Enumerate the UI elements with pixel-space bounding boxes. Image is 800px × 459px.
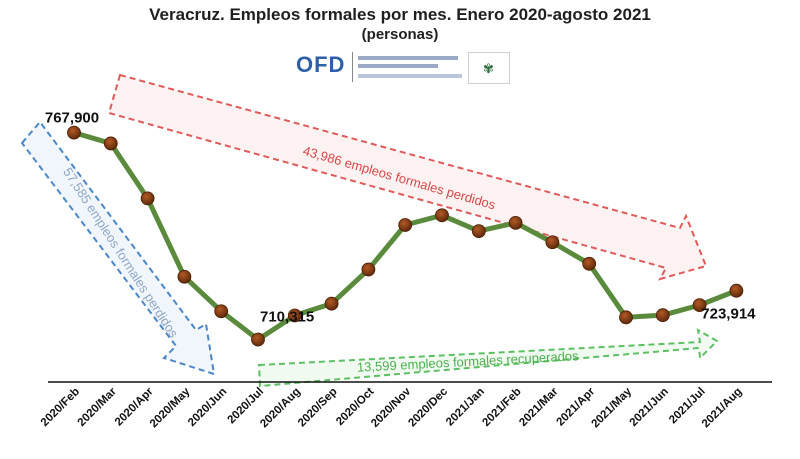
recovered-arrow [257,328,719,388]
x-tick-label: 2021/Jun [628,386,671,429]
x-tick-label: 2020/Feb [39,386,82,429]
data-point [435,208,449,223]
logo-divider [352,52,353,82]
x-tick-label: 2020/Aug [258,386,303,431]
logo-name-line [358,64,438,68]
data-point [67,125,81,140]
x-tick-label: 2021/Feb [480,386,523,429]
data-label: 710,315 [260,309,314,326]
x-tick-label: 2021/Jan [444,386,487,429]
data-label: 767,900 [45,110,99,127]
data-point [582,256,597,271]
x-tick-label: 2021/Mar [517,385,561,429]
x-tick-label: 2020/Jun [186,386,229,429]
data-point [177,269,192,284]
lost-initial-annotation: 57,585 empleos formales perdidos [60,165,181,341]
ofd-logo: OFD ✾ [296,50,512,84]
data-point [508,215,523,230]
data-point [214,304,229,319]
x-tick-label: 2021/Aug [700,386,745,431]
data-point [251,332,265,347]
x-tick-label: 2020/Nov [369,385,414,430]
chart-title: Veracruz. Empleos formales por mes. Ener… [149,5,651,24]
recovered-annotation: 13,599 empleos formales recuperados [357,348,580,375]
x-tick-label: 2020/May [148,385,193,430]
x-tick-label: 2021/May [589,385,634,430]
data-point [729,283,744,298]
data-point [471,224,486,239]
data-point [140,191,155,206]
data-point [545,235,560,250]
ofd-logo-text: OFD [296,52,346,77]
lost-total-arrow [107,73,708,281]
data-point [324,296,339,311]
data-point [103,136,118,151]
chart-subtitle: (personas) [361,26,439,43]
lost-initial-arrow [20,120,216,376]
logo-name-line [358,56,458,60]
data-point [692,298,707,313]
data-point [398,218,413,232]
data-point [619,310,633,325]
x-tick-label: 2020/Mar [76,385,120,429]
data-point [655,308,670,323]
logo-tagline-line [358,74,462,78]
x-tick-label: 2020/Dec [406,385,450,429]
data-point [361,262,376,277]
data-label: 723,914 [701,306,756,323]
x-tick-label: 2020/Sep [296,386,340,430]
data-point [287,308,302,323]
university-seal-icon: ✾ [468,52,510,84]
